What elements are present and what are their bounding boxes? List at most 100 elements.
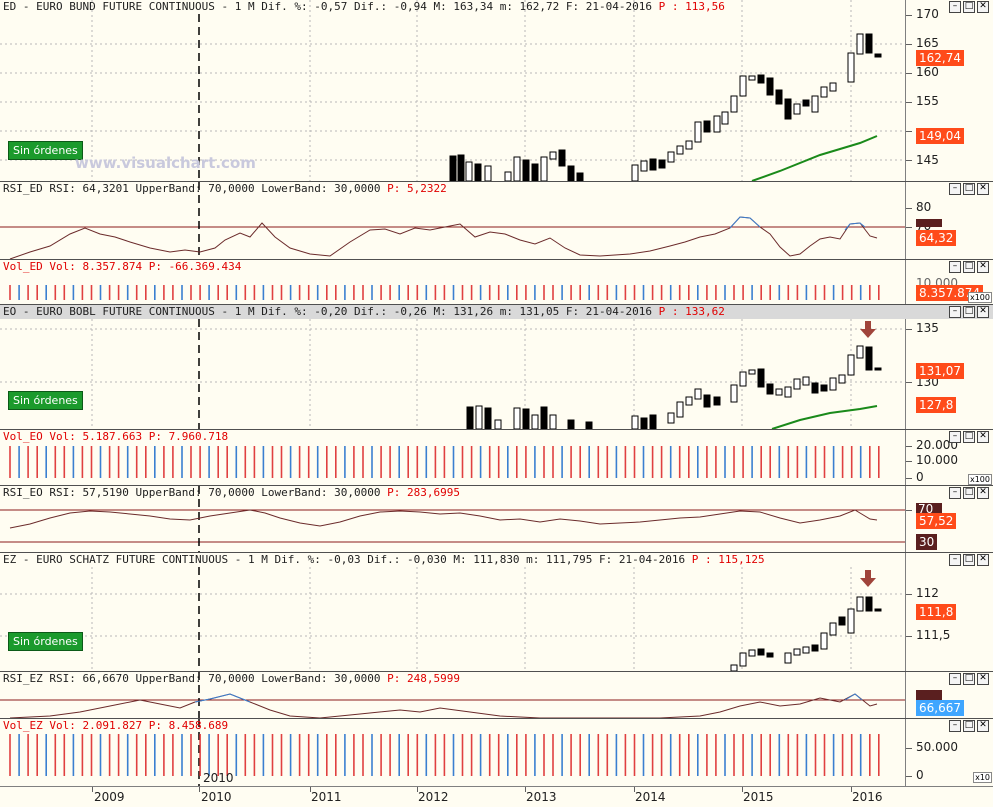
bund-price-axis: 170 165 160 155 150 145 162,74 149,04 <box>905 0 993 181</box>
schatz-candles <box>730 596 882 671</box>
rsi-bobl-line <box>9 509 878 529</box>
vol-schatz-tick: 0 <box>916 768 924 782</box>
maximize-button[interactable]: □ <box>963 431 975 443</box>
bund-chart[interactable] <box>0 0 905 181</box>
close-button[interactable]: ✕ <box>977 1 989 13</box>
bund-tick: 155 <box>916 94 939 108</box>
rsi-bobl-header-text: RSI_EO RSI: 57,5190 UpperBand: 70,0000 L… <box>3 486 388 499</box>
pane-rsi-bund[interactable]: RSI_ED RSI: 64,3201 UpperBand: 70,0000 L… <box>0 182 993 259</box>
vol-bobl-bars <box>9 446 880 478</box>
schatz-header: EZ - EURO SCHATZ FUTURE CONTINUOUS - 1 M… <box>0 553 993 567</box>
vol-schatz-bars <box>9 734 880 776</box>
year-label: 2013 <box>526 790 557 804</box>
vol-bund-multiplier: x100 <box>967 292 992 303</box>
vol-bund-header: Vol_ED Vol: 8.357.874 P: -66.369.434 <box>0 260 993 274</box>
vol-schatz-multiplier: x10 <box>973 772 992 783</box>
rsi-bund-tick: 80 <box>916 200 932 214</box>
close-button[interactable]: ✕ <box>977 183 989 195</box>
rsi-bobl-value-tag: 57,52 <box>916 513 957 529</box>
vol-schatz-header: Vol_EZ Vol: 2.091.827 P: 8.458.689 <box>0 719 993 733</box>
vol-bobl-multiplier: x100 <box>967 474 992 485</box>
close-button[interactable]: ✕ <box>977 487 989 499</box>
minimize-button[interactable]: – <box>949 1 961 13</box>
vol-bobl-tick: 10.000 <box>916 453 958 467</box>
vol-schatz-tick: 50.000 <box>916 740 958 754</box>
vol-bobl-header: Vol_EO Vol: 5.187.663 P: 7.960.718 <box>0 430 993 444</box>
rsi-bobl-chart[interactable] <box>0 486 905 552</box>
minimize-button[interactable]: – <box>949 487 961 499</box>
minimize-button[interactable]: – <box>949 183 961 195</box>
close-button[interactable]: ✕ <box>977 720 989 732</box>
schatz-signal-arrow <box>860 570 876 587</box>
bobl-moving-average <box>771 405 878 429</box>
vol-bund-header-text: Vol_ED Vol: 8.357.874 P: -66.369.434 <box>3 260 242 273</box>
year-label: 2009 <box>94 790 125 804</box>
maximize-button[interactable]: □ <box>963 1 975 13</box>
minimize-button[interactable]: – <box>949 720 961 732</box>
watermark: www.visualchart.com <box>75 154 256 172</box>
close-button[interactable]: ✕ <box>977 673 989 685</box>
year-label: 2010 <box>201 790 232 804</box>
pane-bobl[interactable]: EO - EURO BOBL FUTURE CONTINUOUS - 1 M D… <box>0 305 993 429</box>
vol-bobl-window-controls: – □ ✕ <box>949 431 989 443</box>
maximize-button[interactable]: □ <box>963 183 975 195</box>
pane-bund[interactable]: ED - EURO BUND FUTURE CONTINUOUS - 1 M D… <box>0 0 993 181</box>
rsi-bund-p-label: P: 5,2322 <box>387 182 447 195</box>
pane-vol-bund[interactable]: Vol_ED Vol: 8.357.874 P: -66.369.434 – □… <box>0 260 993 304</box>
selected-year-marker: 2010 <box>203 771 234 785</box>
schatz-tick: 111,5 <box>916 628 951 642</box>
schatz-last-price-tag: 111,8 <box>916 604 957 620</box>
bobl-chart[interactable] <box>0 305 905 429</box>
bobl-order-button[interactable]: Sin órdenes <box>8 391 83 410</box>
pane-rsi-bobl[interactable]: RSI_EO RSI: 57,5190 UpperBand: 70,0000 L… <box>0 486 993 552</box>
pane-rsi-schatz[interactable]: RSI_EZ RSI: 66,6670 UpperBand: 70,0000 L… <box>0 672 993 718</box>
minimize-button[interactable]: – <box>949 261 961 273</box>
maximize-button[interactable]: □ <box>963 306 975 318</box>
schatz-tick: 112 <box>916 586 939 600</box>
schatz-window-controls: – □ ✕ <box>949 554 989 566</box>
bobl-tick: 135 <box>916 321 939 335</box>
minimize-button[interactable]: – <box>949 673 961 685</box>
bund-window-controls: – □ ✕ <box>949 1 989 13</box>
close-button[interactable]: ✕ <box>977 261 989 273</box>
schatz-header-text: EZ - EURO SCHATZ FUTURE CONTINUOUS - 1 M… <box>3 553 692 566</box>
rsi-bund-value-tag: 64,32 <box>916 230 957 246</box>
rsi-bund-window-controls: – □ ✕ <box>949 183 989 195</box>
pane-vol-schatz[interactable]: Vol_EZ Vol: 2.091.827 P: 8.458.689 – □ ✕… <box>0 719 993 786</box>
schatz-chart[interactable] <box>0 553 905 671</box>
maximize-button[interactable]: □ <box>963 554 975 566</box>
maximize-button[interactable]: □ <box>963 261 975 273</box>
rsi-schatz-p-label: P: 248,5999 <box>387 672 460 685</box>
schatz-order-button[interactable]: Sin órdenes <box>8 632 83 651</box>
minimize-button[interactable]: – <box>949 306 961 318</box>
vol-bund-value-tag: 8.357.874 <box>916 285 984 301</box>
year-label: 2014 <box>635 790 666 804</box>
minimize-button[interactable]: – <box>949 431 961 443</box>
vol-schatz-header-text: Vol_EZ Vol: 2.091.827 P: 8.458.689 <box>3 719 229 732</box>
rsi-bobl-p-label: P: 283,6995 <box>387 486 460 499</box>
bund-p-label: P : 113,56 <box>658 0 725 13</box>
pane-vol-bobl[interactable]: Vol_EO Vol: 5.187.663 P: 7.960.718 – □ ✕… <box>0 430 993 485</box>
bobl-ma-price-tag: 127,8 <box>916 397 957 413</box>
close-button[interactable]: ✕ <box>977 431 989 443</box>
rsi-schatz-header: RSI_EZ RSI: 66,6670 UpperBand: 70,0000 L… <box>0 672 993 686</box>
bund-order-button[interactable]: Sin órdenes <box>8 141 83 160</box>
close-button[interactable]: ✕ <box>977 306 989 318</box>
pane-schatz[interactable]: EZ - EURO SCHATZ FUTURE CONTINUOUS - 1 M… <box>0 553 993 671</box>
bund-ma-price-tag: 149,04 <box>916 128 964 144</box>
minimize-button[interactable]: – <box>949 554 961 566</box>
rsi-schatz-chart[interactable] <box>0 672 905 718</box>
bund-header: ED - EURO BUND FUTURE CONTINUOUS - 1 M D… <box>0 0 993 14</box>
bobl-signal-arrow <box>860 321 876 338</box>
vol-bund-window-controls: – □ ✕ <box>949 261 989 273</box>
rsi-bund-line <box>9 216 878 259</box>
rsi-bund-chart[interactable] <box>0 182 905 259</box>
bobl-price-axis: 135 130 131,07 127,8 <box>905 305 993 429</box>
maximize-button[interactable]: □ <box>963 487 975 499</box>
maximize-button[interactable]: □ <box>963 673 975 685</box>
rsi-bund-header: RSI_ED RSI: 64,3201 UpperBand: 70,0000 L… <box>0 182 993 196</box>
vol-schatz-chart <box>9 719 880 786</box>
maximize-button[interactable]: □ <box>963 720 975 732</box>
bund-candles <box>449 33 882 181</box>
close-button[interactable]: ✕ <box>977 554 989 566</box>
